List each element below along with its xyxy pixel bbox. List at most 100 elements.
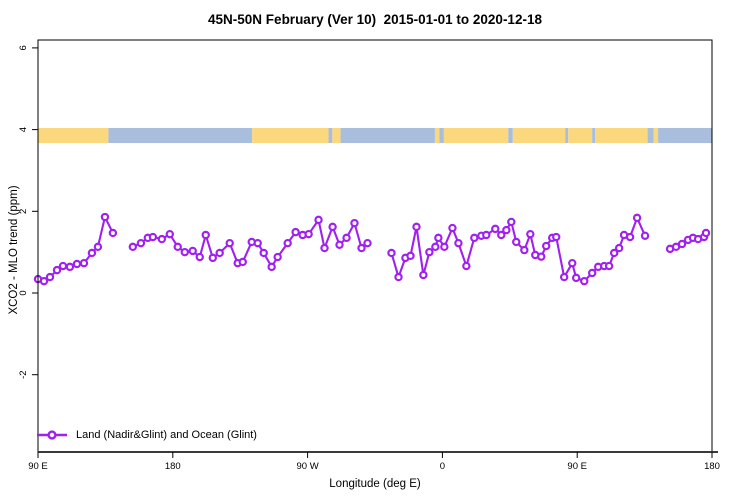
surface-type-band-land [252, 127, 329, 144]
data-point[interactable] [614, 243, 624, 253]
data-point[interactable] [502, 225, 511, 235]
data-point[interactable] [208, 253, 217, 263]
data-point[interactable] [470, 233, 479, 243]
data-point[interactable] [136, 238, 146, 248]
data-point[interactable] [462, 261, 471, 271]
data-point[interactable] [350, 218, 359, 228]
data-point[interactable] [406, 251, 415, 261]
data-point[interactable] [625, 232, 635, 242]
data-point[interactable] [412, 222, 421, 232]
y-tick-label: -2 [18, 370, 29, 378]
data-point[interactable] [93, 242, 103, 252]
chart-title: 45N-50N February (Ver 10) 2015-01-01 to … [208, 12, 542, 27]
data-point[interactable] [482, 230, 491, 240]
data-point[interactable] [507, 217, 516, 227]
data-point[interactable] [195, 252, 204, 262]
data-point[interactable] [580, 276, 589, 286]
legend-line-marker-icon [37, 430, 67, 440]
x-tick-label: 180 [165, 461, 181, 472]
data-point[interactable] [454, 238, 463, 248]
data-point[interactable] [45, 272, 55, 282]
surface-type-band-ocean [658, 127, 712, 144]
data-point[interactable] [108, 228, 118, 238]
data-point[interactable] [188, 246, 197, 256]
data-point[interactable] [491, 224, 500, 234]
data-point[interactable] [165, 229, 175, 239]
data-point[interactable] [552, 232, 561, 242]
data-point[interactable] [259, 248, 268, 258]
data-point[interactable] [701, 228, 711, 238]
surface-type-band-ocean [328, 127, 333, 144]
data-point[interactable] [587, 268, 597, 278]
data-point[interactable] [87, 248, 97, 258]
data-point[interactable] [526, 229, 535, 239]
data-point[interactable] [238, 257, 247, 267]
data-point[interactable] [431, 242, 440, 252]
x-tick-label: 90 E [567, 461, 587, 472]
data-point[interactable] [394, 272, 403, 282]
data-point[interactable] [425, 247, 434, 257]
data-point[interactable] [363, 238, 372, 248]
data-point[interactable] [65, 262, 75, 272]
data-point[interactable] [100, 212, 110, 222]
data-point[interactable] [497, 230, 506, 240]
data-point[interactable] [52, 265, 62, 275]
data-point[interactable] [434, 233, 443, 243]
surface-type-band-land [595, 127, 648, 144]
data-point[interactable] [148, 232, 158, 242]
data-point[interactable] [253, 238, 262, 248]
data-point[interactable] [512, 237, 521, 247]
data-point[interactable] [173, 242, 182, 252]
data-point[interactable] [571, 273, 581, 283]
data-point[interactable] [180, 247, 189, 257]
data-point[interactable] [215, 248, 224, 258]
surface-type-band-land [38, 127, 109, 144]
data-point[interactable] [632, 213, 642, 223]
data-point[interactable] [58, 261, 68, 271]
data-point[interactable] [520, 245, 529, 255]
data-point[interactable] [448, 223, 457, 233]
data-point[interactable] [304, 229, 313, 239]
data-point[interactable] [440, 242, 449, 252]
data-point[interactable] [128, 242, 138, 252]
surface-type-band-land [332, 127, 341, 144]
legend: Land (Nadir&Glint) and Ocean (Glint) [37, 429, 257, 441]
data-point[interactable] [419, 270, 428, 280]
surface-type-band-ocean [439, 127, 444, 144]
data-point[interactable] [604, 261, 614, 271]
data-point[interactable] [157, 234, 167, 244]
series-line-segment [37, 213, 114, 283]
data-point[interactable] [559, 272, 569, 282]
data-point[interactable] [283, 238, 292, 248]
data-point[interactable] [72, 259, 82, 269]
y-tick-label: 4 [18, 127, 29, 132]
data-point[interactable] [291, 227, 300, 237]
data-point[interactable] [541, 241, 551, 251]
data-point[interactable] [320, 243, 329, 253]
data-point[interactable] [328, 222, 337, 232]
data-point[interactable] [357, 243, 366, 253]
data-point[interactable] [609, 248, 619, 258]
data-point[interactable] [335, 240, 344, 249]
data-point[interactable] [39, 276, 49, 286]
data-point[interactable] [677, 239, 687, 249]
data-point[interactable] [201, 230, 210, 240]
data-point[interactable] [314, 215, 323, 225]
data-point[interactable] [537, 252, 546, 261]
data-point[interactable] [225, 238, 234, 248]
data-point[interactable] [267, 262, 276, 272]
data-point[interactable] [273, 252, 282, 262]
surface-type-band-ocean [565, 127, 569, 144]
data-point[interactable] [640, 231, 650, 241]
data-point[interactable] [568, 258, 577, 268]
surface-type-band-ocean [108, 127, 253, 144]
y-tick-label: 0 [18, 290, 29, 295]
surface-type-band-land [443, 127, 509, 144]
data-point[interactable] [342, 233, 351, 243]
data-point[interactable] [79, 258, 89, 268]
x-tick-label: 180 [704, 461, 720, 472]
legend-label: Land (Nadir&Glint) and Ocean (Glint) [76, 429, 257, 441]
data-point[interactable] [387, 248, 396, 258]
